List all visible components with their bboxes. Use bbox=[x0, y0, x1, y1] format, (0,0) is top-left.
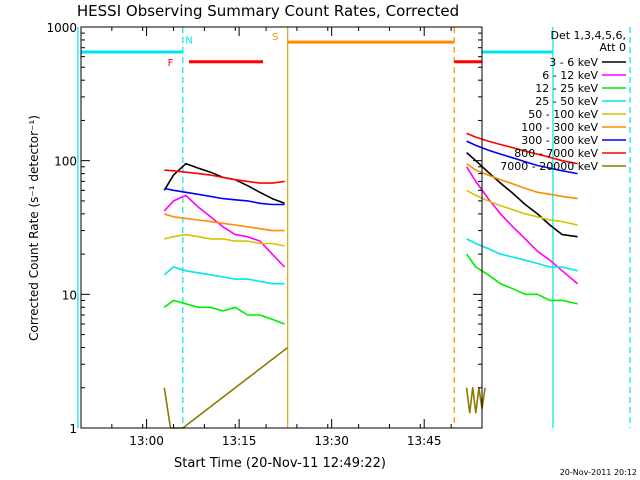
plot-frame bbox=[80, 26, 483, 429]
y-tick-label: 1 bbox=[69, 422, 77, 436]
legend-entry-label: 3 - 6 keV bbox=[549, 56, 598, 69]
series-line bbox=[465, 166, 579, 285]
x-tick-label: 13:00 bbox=[129, 434, 164, 448]
y-tick-label: 1000 bbox=[46, 21, 77, 35]
series-line bbox=[164, 187, 285, 206]
plot-area: NF S bbox=[77, 27, 631, 429]
series-line bbox=[164, 233, 285, 247]
legend-entry-label: 25 - 50 keV bbox=[535, 95, 598, 108]
series-line bbox=[163, 266, 285, 285]
y-axis-label: Corrected Count Rate (s⁻¹ detector⁻¹) bbox=[27, 115, 41, 341]
legend-entry-label: 800 - 7000 keV bbox=[514, 147, 598, 160]
chart-title: HESSI Observing Summary Count Rates, Cor… bbox=[77, 2, 459, 20]
series-line bbox=[466, 238, 578, 272]
legend-entry-label: 6 - 12 keV bbox=[542, 69, 598, 82]
footer-timestamp: 20-Nov-2011 20:12 bbox=[560, 468, 637, 477]
status-bar-label: N bbox=[185, 36, 192, 47]
series-line bbox=[465, 253, 578, 305]
x-axis-label: Start Time (20-Nov-11 12:49:22) bbox=[174, 456, 386, 471]
series-line bbox=[164, 169, 285, 184]
x-tick-label: 13:15 bbox=[222, 434, 257, 448]
legend-entry-label: 50 - 100 keV bbox=[528, 108, 598, 121]
series-line bbox=[164, 213, 285, 232]
legend-entry-label: 12 - 25 keV bbox=[535, 82, 598, 95]
y-tick-label: 10 bbox=[62, 288, 77, 302]
legend-title-line: Det 1,3,4,5,6, bbox=[550, 29, 626, 42]
y-tick-label: 100 bbox=[54, 155, 77, 169]
x-tick-label: 13:45 bbox=[407, 434, 442, 448]
x-tick-label: 13:30 bbox=[314, 434, 349, 448]
status-bar-label: S bbox=[272, 32, 278, 43]
axes: 1 10 100 1000 13:00 13:15 13:30 13:45 bbox=[46, 21, 483, 448]
legend-entry-label: 7000 - 20000 keV bbox=[500, 160, 598, 173]
status-bar-label: F bbox=[168, 58, 174, 69]
series-line bbox=[163, 299, 285, 325]
legend-title-line: Att 0 bbox=[600, 41, 626, 54]
series-line bbox=[163, 194, 286, 268]
legend-entry-label: 300 - 800 keV bbox=[521, 134, 598, 147]
legend-entry-label: 100 - 300 keV bbox=[521, 121, 598, 134]
